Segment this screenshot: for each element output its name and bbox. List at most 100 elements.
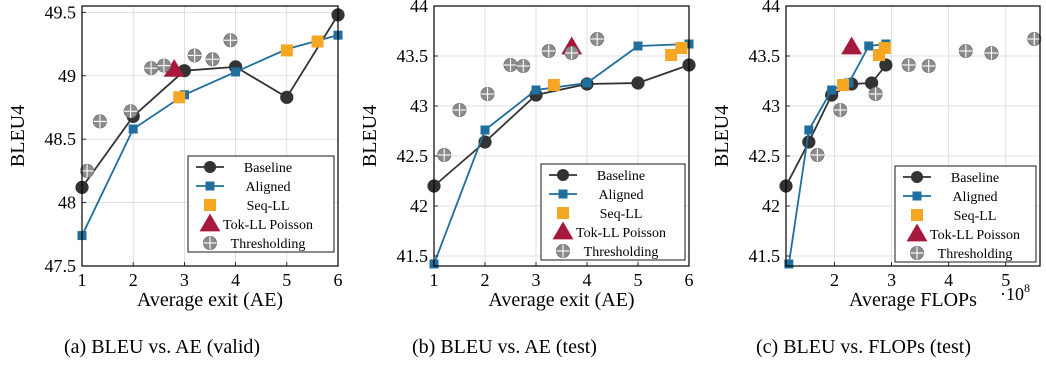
- data-point: [187, 48, 202, 63]
- legend-label: Baseline: [951, 171, 999, 186]
- legend-label: Seq-LL: [247, 199, 290, 214]
- data-point: [280, 44, 293, 57]
- x-tick-label: 5: [1001, 270, 1010, 290]
- y-tick-label: 43: [762, 96, 780, 116]
- x-tick-label: 6: [334, 270, 343, 290]
- series-thresholding: [437, 32, 605, 162]
- legend-item: Aligned: [903, 190, 998, 205]
- y-tick-label: 48.5: [45, 129, 77, 149]
- x-tick-label: 4: [583, 270, 592, 290]
- legend-label: Aligned: [952, 190, 997, 205]
- data-point: [144, 61, 159, 76]
- data-point: [590, 32, 605, 47]
- series-aligned: [784, 39, 891, 269]
- series-tok-ll-poisson: [163, 58, 185, 77]
- data-point: [128, 124, 138, 134]
- x-axis-label: Average FLOPs: [849, 289, 977, 311]
- x-tick-label: 4: [944, 270, 953, 290]
- y-tick-label: 44: [410, 0, 428, 16]
- y-tick-label: 49.5: [45, 2, 77, 22]
- legend-label: Aligned: [598, 188, 643, 203]
- x-tick-label: 3: [532, 270, 541, 290]
- data-point: [205, 52, 220, 67]
- legend-item: Seq-LL: [911, 209, 996, 224]
- y-tick-label: 41.5: [749, 246, 781, 266]
- data-point: [547, 79, 560, 91]
- legend-marker: [911, 209, 923, 221]
- legend-item: Aligned: [549, 188, 644, 203]
- y-tick-label: 47.5: [45, 256, 77, 276]
- x-axis-label: Average exit (AE): [137, 289, 283, 311]
- data-point: [531, 85, 541, 95]
- legend-label: Tok-LL Poisson: [576, 226, 666, 241]
- x-axis-label: Average exit (AE): [488, 289, 634, 311]
- y-tick-label: 44: [762, 0, 780, 16]
- y-tick-label: 42: [762, 196, 780, 216]
- legend-item: Baseline: [549, 168, 645, 184]
- data-point: [804, 125, 814, 135]
- series-seq-ll: [173, 35, 324, 104]
- y-tick-label: 42.5: [749, 146, 781, 166]
- y-tick-label: 42.5: [397, 146, 429, 166]
- data-point: [582, 78, 592, 88]
- legend-label: Thresholding: [584, 245, 659, 260]
- series-line: [81, 14, 339, 188]
- legend-item: Aligned: [196, 180, 291, 195]
- legend: Baseline Aligned Seq-LL Tok-LL Poisson Thres…: [187, 155, 335, 253]
- plot-frame: [785, 5, 1041, 267]
- y-tick-label: 42: [410, 196, 428, 216]
- data-point: [92, 114, 107, 129]
- series-thresholding: [80, 33, 238, 178]
- y-axis-label: BLEU4: [711, 105, 733, 167]
- data-point: [163, 58, 185, 77]
- series-tok-ll-poisson: [841, 36, 863, 55]
- x-tick-label: 3: [180, 270, 189, 290]
- legend-marker: [910, 245, 925, 260]
- data-point: [123, 104, 138, 119]
- data-point: [1027, 32, 1042, 47]
- series-line: [81, 34, 339, 236]
- y-axis-label: BLEU4: [7, 105, 29, 167]
- data-point: [80, 163, 95, 178]
- legend-label: Seq-LL: [954, 209, 997, 224]
- data-point: [223, 33, 238, 48]
- legend-label: Thresholding: [231, 237, 306, 252]
- series-seq-ll: [837, 42, 891, 91]
- data-point: [503, 58, 518, 73]
- data-point: [841, 36, 863, 55]
- caption-c: (c) BLEU vs. FLOPs (test): [756, 336, 971, 358]
- legend-marker: [558, 189, 568, 199]
- data-point: [156, 58, 171, 73]
- legend-marker: [204, 199, 216, 211]
- legend-marker: [556, 243, 571, 258]
- x-exponent-label: ·108: [1000, 281, 1030, 304]
- data-point: [675, 42, 688, 54]
- legend-label: Baseline: [244, 161, 292, 176]
- y-tick-label: 41.5: [397, 246, 429, 266]
- data-point: [868, 87, 883, 102]
- x-tick-label: 2: [481, 270, 490, 290]
- data-point: [564, 46, 579, 61]
- data-point: [984, 46, 999, 61]
- y-tick-label: 43: [410, 96, 428, 116]
- x-tick-label: 2: [129, 270, 138, 290]
- data-point: [837, 79, 850, 91]
- chart-panel-0: 1 2 3 4 5 6 47.5 48 48.5 49 49.5 Average exit (AE) B…: [7, 2, 345, 311]
- y-axis-label: BLEU4: [359, 105, 381, 167]
- legend: Baseline Aligned Seq-LL Tok-LL Poisson Thres…: [894, 165, 1037, 263]
- legend-label: Tok-LL Poisson: [223, 218, 313, 233]
- data-point: [810, 147, 825, 162]
- legend-label: Baseline: [597, 169, 645, 184]
- chart-panel-2: 2 3 4 5 41.5 42 42.5 43 43.5 44 Average FLOPs BLEU4…: [711, 0, 1042, 311]
- data-point: [879, 58, 893, 72]
- data-point: [784, 259, 794, 269]
- legend-item: Tok-LL Poisson: [552, 221, 666, 241]
- series-baseline: [779, 58, 893, 193]
- plot-frame: [433, 5, 690, 267]
- x-tick-label: 1: [78, 270, 87, 290]
- data-point: [864, 41, 874, 51]
- caption-b: (b) BLEU vs. AE (test): [412, 336, 597, 358]
- data-point: [865, 76, 879, 90]
- legend-item: Seq-LL: [204, 199, 289, 214]
